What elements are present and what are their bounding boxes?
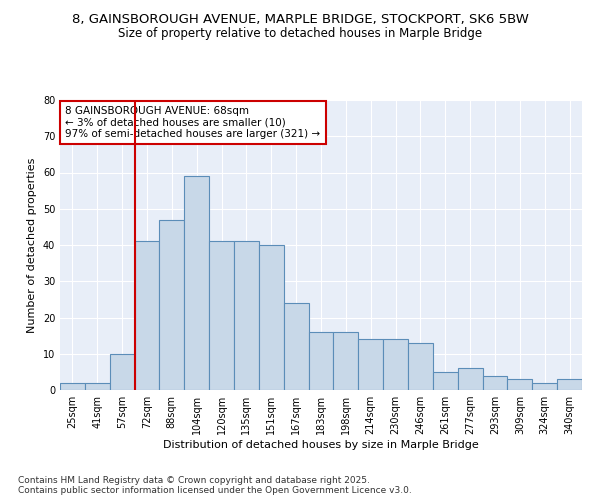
Bar (482, 376, 508, 390)
Bar (383, 339, 408, 390)
Text: Size of property relative to detached houses in Marple Bridge: Size of property relative to detached ho… (118, 28, 482, 40)
Bar (458, 368, 482, 390)
Text: 8 GAINSBOROUGH AVENUE: 68sqm
← 3% of detached houses are smaller (10)
97% of sem: 8 GAINSBOROUGH AVENUE: 68sqm ← 3% of det… (65, 106, 320, 139)
Bar (134, 242, 160, 390)
Bar (85, 383, 110, 390)
Text: 8, GAINSBOROUGH AVENUE, MARPLE BRIDGE, STOCKPORT, SK6 5BW: 8, GAINSBOROUGH AVENUE, MARPLE BRIDGE, S… (71, 12, 529, 26)
Bar (110, 354, 134, 390)
Bar (508, 379, 532, 390)
Bar (259, 245, 284, 390)
Y-axis label: Number of detached properties: Number of detached properties (27, 158, 37, 332)
Bar (334, 332, 358, 390)
Bar (160, 220, 184, 390)
Bar (284, 303, 308, 390)
X-axis label: Distribution of detached houses by size in Marple Bridge: Distribution of detached houses by size … (163, 440, 479, 450)
Bar (557, 379, 582, 390)
Bar (234, 242, 259, 390)
Text: Contains HM Land Registry data © Crown copyright and database right 2025.
Contai: Contains HM Land Registry data © Crown c… (18, 476, 412, 495)
Bar (532, 383, 557, 390)
Bar (308, 332, 334, 390)
Bar (358, 339, 383, 390)
Bar (184, 176, 209, 390)
Bar (408, 343, 433, 390)
Bar (433, 372, 458, 390)
Bar (209, 242, 234, 390)
Bar (60, 383, 85, 390)
